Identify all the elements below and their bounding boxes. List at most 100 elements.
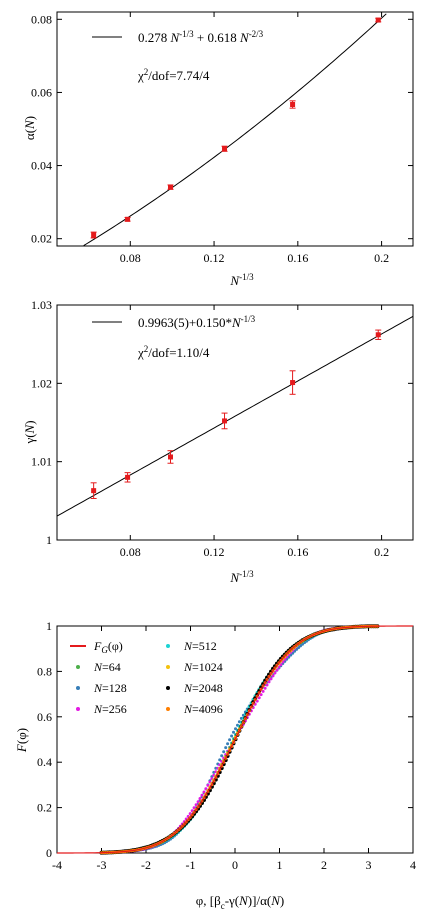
gamma-x-tick-label: 0.12 — [204, 545, 225, 559]
cdf-series-point — [194, 803, 198, 807]
cdf-series-point — [222, 750, 226, 754]
alpha-legend: 0.278 N-1/3 + 0.618 N-2/3 χ2/dof=7.74/4 — [92, 29, 264, 83]
gamma-panel: γ(N) N-1/3 0.9963(5)+0.150*N-1/3 χ2/dof=… — [22, 298, 414, 585]
gamma-data-point — [375, 332, 381, 338]
gamma-y-tick-label: 1.03 — [31, 298, 52, 312]
cdf-legend-item: N=256 — [76, 702, 127, 716]
cdf-series-point — [275, 668, 279, 672]
cdf-series-point — [230, 734, 234, 738]
alpha-data-point — [375, 17, 381, 23]
cdf-series-point — [226, 742, 230, 746]
cdf-x-tick-label: -1 — [186, 858, 196, 872]
alpha-data-point — [91, 232, 97, 238]
cdf-legend-item: N=512 — [166, 639, 217, 653]
gamma-plot-frame — [56, 304, 414, 541]
cdf-y-tick-label: 0.2 — [37, 801, 52, 815]
cdf-series-point — [206, 783, 210, 787]
gamma-fit-curve — [56, 315, 414, 517]
cdf-series-point — [232, 730, 235, 734]
gamma-legend-fit-label: 0.9963(5)+0.150*N-1/3 — [138, 314, 256, 330]
cdf-series-point — [259, 693, 263, 697]
cdf-series-point — [204, 787, 208, 791]
alpha-y-tick-label: 0.02 — [31, 232, 52, 246]
cdf-x-tick-label: 4 — [410, 858, 416, 872]
alpha-data-point — [290, 102, 296, 108]
cdf-series-point — [271, 674, 275, 678]
gamma-legend-chi: χ2/dof=1.10/4 — [137, 344, 210, 360]
cdf-y-tick-label: 0.4 — [37, 755, 52, 769]
alpha-x-tick-label: 0.12 — [204, 251, 225, 265]
alpha-plot-frame — [56, 11, 414, 247]
cdf-gaussian-curve — [57, 625, 413, 854]
gamma-x-tick-label: 0.16 — [287, 545, 308, 559]
cdf-legend-item: N=2048 — [166, 681, 223, 695]
gamma-data-point — [222, 418, 228, 424]
cdf-series-point — [234, 727, 237, 731]
gamma-y-tick-label: 1.02 — [31, 376, 52, 390]
alpha-data-point — [125, 216, 131, 222]
cdf-series-point — [202, 790, 206, 794]
cdf-x-tick-label: 0 — [232, 858, 238, 872]
alpha-x-tick-label: 0.08 — [120, 251, 141, 265]
cdf-series-point — [267, 680, 271, 684]
cdf-y-tick-label: 0 — [46, 846, 52, 860]
alpha-x-tick-label: 0.16 — [287, 251, 308, 265]
cdf-series-point — [273, 671, 277, 675]
cdf-y-tick-label: 0.8 — [37, 664, 52, 678]
gamma-y-tick-label: 1.01 — [31, 455, 52, 469]
gamma-y-label: γ(N) — [22, 420, 37, 444]
cdf-legend-swatch — [166, 665, 170, 669]
cdf-series-point — [263, 686, 267, 690]
cdf-legend-swatch — [76, 665, 80, 669]
cdf-x-tick-label: 3 — [366, 858, 372, 872]
cdf-legend-label: N=256 — [93, 702, 127, 716]
cdf-legend-item: N=64 — [76, 660, 121, 674]
cdf-x-label: φ, [βc-γ(N)]/α(N) — [196, 893, 284, 911]
alpha-legend-chi: χ2/dof=7.74/4 — [137, 67, 210, 83]
cdf-legend-item: N=1024 — [166, 660, 223, 674]
cdf-x-tick-label: -3 — [97, 858, 107, 872]
alpha-y-tick-label: 0.08 — [31, 12, 52, 26]
alpha-legend-fit-label: 0.278 N-1/3 + 0.618 N-2/3 — [138, 29, 264, 45]
cdf-panel: F(φ) φ, [βc-γ(N)]/α(N) -4 -3 -2 -1 0 1 2 3 4 0 0.2… — [14, 619, 416, 911]
gamma-x-tick-label: 0.08 — [120, 545, 141, 559]
cdf-legend-swatch — [76, 707, 80, 711]
cdf-legend-swatch — [166, 686, 170, 690]
gamma-y-tick-label: 1 — [46, 533, 52, 547]
cdf-series-point — [198, 797, 202, 800]
cdf-x-tick-label: 2 — [321, 858, 327, 872]
cdf-series-point — [192, 806, 196, 810]
alpha-fit-curve — [83, 13, 387, 247]
cdf-series-point — [257, 696, 261, 700]
cdf-legend-item: FG(φ) — [70, 639, 123, 655]
alpha-data-point — [222, 146, 228, 152]
cdf-series-point — [261, 689, 265, 693]
alpha-x-label: N-1/3 — [229, 272, 254, 288]
cdf-y-tick-label: 1 — [46, 619, 52, 633]
cdf-legend-label: FG(φ) — [93, 639, 123, 655]
gamma-x-tick-label: 0.2 — [374, 545, 389, 559]
cdf-legend-label: N=512 — [183, 639, 217, 653]
cdf-y-tick-label: 0.6 — [37, 710, 52, 724]
alpha-x-tick-label: 0.2 — [374, 251, 389, 265]
cdf-series-point — [200, 793, 204, 797]
alpha-y-tick-label: 0.06 — [31, 85, 52, 99]
alpha-panel: α(N) N-1/3 0.278 N-1/3 + 0.618 N-2/3 χ2/… — [22, 11, 414, 288]
gamma-legend: 0.9963(5)+0.150*N-1/3 χ2/dof=1.10/4 — [92, 314, 256, 360]
cdf-series-point — [228, 738, 232, 742]
cdf-x-tick-label: -2 — [141, 858, 151, 872]
alpha-data-point — [168, 184, 174, 190]
cdf-legend-label: N=128 — [93, 681, 127, 695]
cdf-series-point — [196, 800, 200, 804]
cdf-legend-label: N=64 — [93, 660, 121, 674]
alpha-y-tick-label: 0.04 — [31, 159, 52, 173]
cdf-legend-swatch — [76, 686, 80, 690]
cdf-series-point — [220, 754, 224, 758]
cdf-x-tick-label: -4 — [52, 858, 62, 872]
alpha-y-label: α(N) — [22, 116, 37, 140]
cdf-x-tick-label: 1 — [277, 858, 283, 872]
cdf-legend-swatch — [166, 644, 170, 648]
gamma-x-label: N-1/3 — [229, 569, 254, 585]
cdf-series-point — [224, 746, 228, 750]
